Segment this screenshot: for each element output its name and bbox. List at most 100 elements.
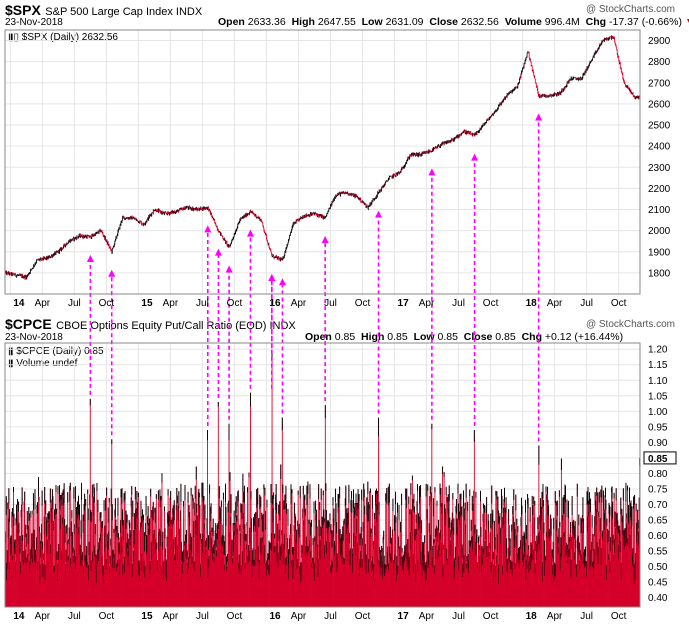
spx-close: 2632.56 (460, 16, 499, 28)
spx-name: S&P 500 Large Cap Index INDX (45, 6, 203, 18)
cpce-chg: +0.12 (+16.44%) (544, 331, 624, 343)
cpce-y-tick-label: 0.90 (648, 438, 668, 449)
spx-x-tick-label: Jul (68, 298, 81, 309)
cpce-x-tick-label: 16 (269, 611, 281, 622)
spx-credit: @ StockCharts.com (585, 4, 675, 15)
spx-x-tick-label: Jul (196, 298, 209, 309)
spx-symbol: $SPX (5, 2, 41, 18)
spx-x-tick-label: Oct (99, 298, 115, 309)
spx-series (4, 35, 641, 280)
cpce-x-tick-label: Apr (419, 611, 435, 622)
spx-y-tick-label: 2400 (648, 142, 671, 153)
cpce-x-tick-label: 17 (398, 611, 410, 622)
arrow-head (278, 278, 286, 286)
cpce-open-label: Open (305, 331, 332, 343)
cpce-y-tick-label: 1.20 (648, 345, 668, 356)
cpce-last-value-label: 0.85 (648, 454, 668, 465)
spx-x-tick-label: Apr (35, 298, 51, 309)
spx-x-tick-label: Apr (291, 298, 307, 309)
cpce-symbol: $CPCE (5, 316, 52, 332)
spx-x-tick-label: Apr (419, 298, 435, 309)
spx-y-tick-label: 2800 (648, 57, 671, 68)
spx-legend: ▮▯ $SPX (Daily) 2632.56 (8, 32, 118, 43)
cpce-frame (4, 342, 641, 608)
cpce-y-tick-label: 0.95 (648, 422, 668, 433)
cpce-y-tick-label: 1.00 (648, 407, 668, 418)
spx-y-tick-label: 2300 (648, 163, 671, 174)
arrow-head (428, 168, 436, 176)
spx-x-tick-label: Jul (324, 298, 337, 309)
cpce-y-tick-label: 1.15 (648, 360, 668, 371)
spx-stats: Open 2633.36 High 2647.55 Low 2631.09 Cl… (218, 16, 689, 28)
spx-x-tick-label: Jul (580, 298, 593, 309)
axis-layer: 1800 1900 2000 2100 2200 2300 2400 2500 2600 2700… (13, 36, 677, 622)
frame-layer (4, 29, 641, 608)
cpce-x-tick-label: Jul (196, 611, 209, 622)
spx-x-tick-label: Jul (452, 298, 465, 309)
spx-y-tick-label: 2000 (648, 226, 671, 237)
spx-x-tick-label: 14 (13, 298, 25, 309)
cpce-y-tick-label: 0.45 (648, 578, 668, 589)
spx-open-label: Open (218, 16, 245, 28)
cpce-name: CBOE Options Equity Put/Call Ratio (EOD)… (56, 320, 296, 332)
arrow-head (375, 210, 383, 218)
spx-chg: -17.37 (-0.66%) (609, 16, 682, 28)
arrow-head (204, 225, 212, 233)
arrow-head (108, 269, 116, 277)
cpce-x-tick-label: 14 (13, 611, 25, 622)
cpce-legend-text: $CPCE (Daily) 0.85 (16, 346, 104, 357)
spx-volume: 996.4M (544, 16, 580, 28)
spx-header: $SPX S&P 500 Large Cap Index INDX (5, 2, 202, 20)
spx-y-tick-label: 2900 (648, 36, 671, 47)
cpce-x-tick-label: Jul (324, 611, 337, 622)
arrow-head (214, 248, 222, 256)
spx-high-label: High (291, 16, 315, 28)
spx-x-tick-label: Oct (227, 298, 243, 309)
arrow-head (535, 113, 543, 121)
arrow-layer (86, 113, 543, 442)
spx-low: 2631.09 (385, 16, 424, 28)
arrow-head (86, 254, 94, 262)
spx-close-label: Close (429, 16, 458, 28)
spx-y-tick-label: 2100 (648, 205, 671, 216)
cpce-close: 0.85 (495, 331, 516, 343)
cpce-x-tick-label: Oct (227, 611, 243, 622)
cpce-y-tick-label: 0.55 (648, 547, 668, 558)
spx-x-tick-label: 15 (141, 298, 153, 309)
cpce-low: 0.85 (437, 331, 458, 343)
cpce-y-tick-label: 0.50 (648, 562, 668, 573)
spx-y-tick-label: 1900 (648, 247, 671, 258)
cpce-y-tick-label: 1.05 (648, 391, 668, 402)
cpce-y-tick-label: 0.75 (648, 484, 668, 495)
cpce-x-tick-label: Apr (547, 611, 563, 622)
arrow-head (471, 153, 479, 161)
cpce-x-tick-label: Oct (483, 611, 499, 622)
cpce-x-tick-label: Apr (163, 611, 179, 622)
cpce-x-tick-label: Oct (99, 611, 115, 622)
cpce-credit: @ StockCharts.com (585, 319, 675, 330)
arrow-head (225, 265, 233, 273)
cpce-open: 0.85 (334, 331, 356, 343)
cpce-stats: Open 0.85 High 0.85 Low 0.85 Close 0.85 … (305, 331, 623, 343)
candle-legend-icon: ▮▯ (8, 32, 20, 43)
arrow-head (321, 235, 329, 243)
spx-x-tick-label: Apr (547, 298, 563, 309)
cpce-series (4, 352, 641, 607)
cpce-y-tick-label: 0.65 (648, 516, 668, 527)
cpce-date: 23-Nov-2018 (5, 332, 63, 343)
cpce-last-value-box (643, 451, 677, 465)
cpce-y-tick-label: 0.70 (648, 500, 668, 511)
cpce-high: 0.85 (387, 331, 408, 343)
spx-chg-label: Chg (585, 16, 607, 28)
spx-y-tick-label: 2600 (648, 99, 671, 110)
cpce-x-tick-label: 18 (526, 611, 538, 622)
cpce-y-tick-label: 0.40 (648, 593, 668, 604)
spx-x-tick-label: Apr (163, 298, 179, 309)
spx-y-tick-label: 2500 (648, 121, 671, 132)
spx-open: 2633.36 (247, 16, 286, 28)
cpce-close-label: Close (463, 331, 493, 343)
cpce-x-tick-label: Jul (68, 611, 81, 622)
spx-x-tick-label: Oct (611, 298, 627, 309)
spx-date: 23-Nov-2018 (5, 17, 63, 28)
